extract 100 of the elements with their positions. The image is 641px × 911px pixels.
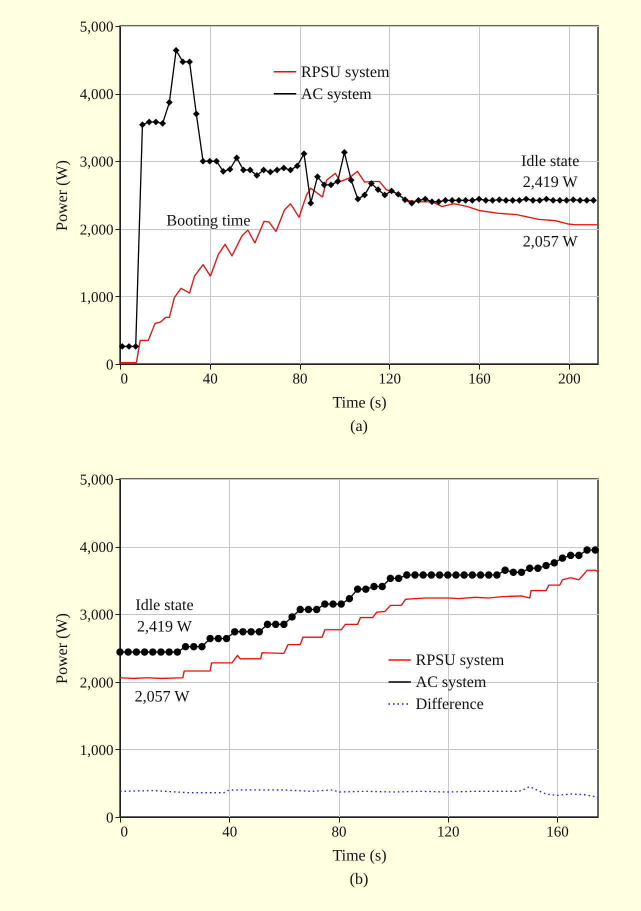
point — [411, 571, 419, 579]
point — [526, 564, 534, 572]
point — [485, 571, 492, 579]
point — [592, 546, 599, 554]
annotation: Idle state — [521, 153, 580, 170]
legend-label: Difference — [416, 696, 484, 713]
point — [542, 562, 550, 570]
point — [518, 568, 526, 576]
x-tick-label: 40 — [202, 372, 218, 388]
x-tick-label: 120 — [437, 824, 460, 840]
point — [468, 571, 476, 579]
legend-label: AC system — [300, 86, 372, 103]
y-tick-label: 2,000 — [80, 675, 114, 692]
point — [206, 634, 214, 642]
point — [419, 571, 427, 579]
line-series — [120, 786, 598, 798]
x-tick-label: 40 — [222, 824, 238, 840]
point — [272, 620, 280, 628]
point — [575, 552, 583, 560]
point — [436, 571, 444, 579]
point — [239, 628, 247, 636]
point — [231, 628, 238, 636]
point — [338, 600, 345, 608]
y-tick-label: 2,000 — [80, 222, 114, 238]
x-tick-label: 160 — [546, 824, 569, 840]
y-tick-label: 4,000 — [80, 540, 114, 556]
point — [428, 571, 436, 579]
y-tick-label: 1,000 — [80, 742, 114, 759]
point — [214, 634, 222, 642]
point — [190, 642, 198, 650]
annotation: 2,057 W — [522, 234, 579, 251]
y-tick-label: 5,000 — [80, 472, 114, 488]
x-axis-title: Time (s) — [332, 848, 387, 864]
point — [132, 648, 140, 656]
x-tick-label: 160 — [468, 372, 491, 388]
point — [403, 571, 411, 579]
y-axis-title: Power (W) — [54, 613, 71, 684]
y-tick-label: 3,000 — [80, 608, 114, 624]
point — [550, 559, 558, 567]
x-tick-label: 80 — [332, 824, 347, 840]
point — [174, 648, 182, 656]
point — [149, 648, 156, 656]
text: (a) — [350, 418, 368, 435]
point — [378, 582, 386, 590]
point — [124, 648, 132, 656]
point — [476, 571, 484, 579]
point — [510, 568, 518, 576]
point — [264, 620, 272, 628]
annotation: Booting time — [166, 212, 250, 230]
point — [534, 564, 542, 572]
point — [116, 648, 124, 656]
point — [501, 566, 509, 574]
y-tick-label: 1,000 — [80, 290, 114, 306]
legend-label: RPSU system — [300, 64, 390, 81]
x-tick-label: 0 — [120, 372, 128, 388]
point — [370, 582, 378, 590]
legend-label: RPSU system — [416, 652, 505, 669]
point — [165, 648, 173, 656]
point — [460, 571, 468, 579]
point — [493, 571, 501, 579]
x-tick-label: 0 — [120, 824, 128, 840]
annotation: 2,419 W — [137, 618, 193, 636]
point — [394, 574, 402, 582]
y-tick-label: 0 — [106, 358, 114, 374]
y-tick-label: 0 — [106, 810, 114, 826]
legend-label: AC system — [416, 674, 487, 691]
x-tick-label: 120 — [378, 372, 402, 388]
point — [157, 648, 165, 656]
x-tick-label: 200 — [558, 372, 581, 388]
annotation: Idle state — [135, 597, 194, 614]
point — [362, 585, 370, 593]
point — [444, 571, 452, 579]
point — [386, 574, 394, 582]
y-tick-label: 4,000 — [80, 87, 114, 104]
point — [296, 606, 304, 614]
point — [329, 600, 337, 608]
point — [558, 554, 566, 562]
point — [583, 546, 591, 554]
point — [256, 628, 264, 636]
point — [452, 571, 460, 579]
point — [280, 620, 288, 628]
point — [304, 606, 312, 614]
point — [198, 642, 206, 650]
y-tick-label: 5,000 — [80, 20, 114, 36]
point — [247, 628, 255, 636]
y-axis-title: Power (W) — [54, 160, 71, 231]
point — [288, 613, 296, 621]
point — [312, 606, 320, 614]
text: (b) — [350, 871, 368, 888]
point — [354, 585, 362, 593]
point — [182, 642, 190, 650]
point — [222, 634, 230, 642]
x-axis-title: Time (s) — [332, 394, 387, 412]
point — [321, 600, 329, 608]
annotation: 2,057 W — [134, 688, 190, 706]
x-tick-label: 80 — [292, 372, 308, 388]
annotation: 2,419 W — [522, 174, 579, 192]
point — [346, 594, 354, 602]
point — [566, 552, 574, 560]
y-tick-label: 3,000 — [80, 154, 114, 171]
